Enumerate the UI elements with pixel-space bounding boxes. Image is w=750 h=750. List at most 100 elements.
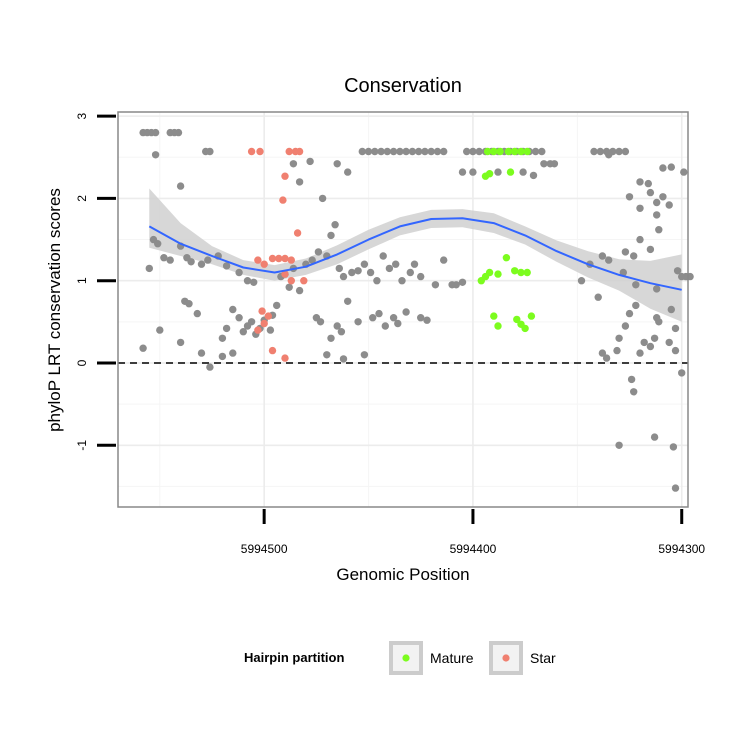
data-point-mature xyxy=(523,268,531,277)
data-point-other xyxy=(396,147,404,156)
confidence-band xyxy=(149,188,682,322)
data-point-other xyxy=(531,147,540,156)
data-point-other xyxy=(590,147,598,156)
data-point-other xyxy=(469,168,477,176)
data-point-other xyxy=(185,300,193,308)
data-point-mature xyxy=(527,312,536,320)
data-point-other xyxy=(665,201,673,209)
data-point-other xyxy=(354,267,362,275)
data-point-star xyxy=(254,326,262,334)
data-point-other xyxy=(392,260,400,268)
data-point-other xyxy=(538,147,546,156)
data-point-other xyxy=(630,252,638,260)
data-point-other xyxy=(598,349,607,357)
data-point-other xyxy=(440,147,448,156)
data-point-star xyxy=(281,354,289,362)
data-point-other xyxy=(469,147,477,156)
data-point-star xyxy=(268,254,277,263)
data-point-other xyxy=(266,326,275,334)
data-point-other xyxy=(295,178,304,186)
data-point-other xyxy=(433,147,442,156)
data-point-other xyxy=(650,334,659,342)
data-point-other xyxy=(193,309,201,318)
data-point-other xyxy=(176,338,185,347)
smooth-line xyxy=(148,217,682,291)
data-point-other xyxy=(417,272,425,281)
data-point-other xyxy=(653,198,661,207)
data-point-other xyxy=(410,260,419,268)
data-point-star xyxy=(285,147,293,156)
data-point-other xyxy=(151,151,160,159)
data-point-other xyxy=(316,318,325,326)
data-point-other xyxy=(615,334,623,342)
data-point-other xyxy=(458,278,467,286)
data-point-other xyxy=(519,168,527,176)
data-point-other xyxy=(653,285,661,293)
data-point-other xyxy=(333,322,341,330)
data-point-other xyxy=(360,260,369,268)
legend-dot-star xyxy=(502,654,510,662)
data-point-other xyxy=(602,354,611,362)
data-point-other xyxy=(154,240,162,248)
data-point-other xyxy=(235,314,243,322)
data-point-star xyxy=(260,319,268,328)
data-point-other xyxy=(659,164,667,172)
data-point-other xyxy=(636,178,644,186)
minor-gridlines xyxy=(118,112,688,507)
data-point-other xyxy=(421,147,429,156)
data-point-other xyxy=(540,160,548,168)
legend-label-mature: Mature xyxy=(430,650,474,666)
legend: Hairpin partition Mature Star xyxy=(244,641,556,675)
data-point-other xyxy=(339,272,348,281)
data-point-other xyxy=(371,147,379,156)
data-point-other xyxy=(222,262,231,270)
data-point-other xyxy=(680,168,688,176)
legend-dot-mature xyxy=(402,654,410,662)
data-point-other xyxy=(289,160,298,168)
data-point-other xyxy=(151,128,160,137)
data-point-other xyxy=(644,179,652,188)
data-point-star xyxy=(247,147,256,156)
data-point-other xyxy=(605,151,613,159)
data-point-other xyxy=(431,281,440,289)
data-point-other xyxy=(596,147,604,156)
data-point-other xyxy=(323,351,331,359)
data-point-other xyxy=(229,305,237,314)
data-point-other xyxy=(630,388,638,396)
data-point-other xyxy=(406,268,414,277)
data-point-other xyxy=(625,309,634,318)
data-point-other xyxy=(295,286,304,295)
data-point-other xyxy=(327,334,335,342)
data-point-other xyxy=(373,277,381,285)
data-point-other xyxy=(318,194,327,203)
data-point-other xyxy=(331,221,339,229)
data-point-other xyxy=(625,193,634,201)
data-point-other xyxy=(145,264,153,273)
data-point-other xyxy=(308,256,316,264)
data-point-other xyxy=(394,319,402,328)
data-point-other xyxy=(218,352,227,361)
data-point-other xyxy=(655,318,663,326)
data-point-other xyxy=(385,264,394,273)
data-point-other xyxy=(619,268,627,277)
data-point-other xyxy=(156,326,164,334)
data-point-other xyxy=(636,204,644,212)
y-tick-label: 2 xyxy=(75,195,89,202)
data-point-other xyxy=(440,256,448,264)
data-point-other xyxy=(218,334,227,342)
data-point-other xyxy=(139,344,147,352)
data-point-other xyxy=(673,267,682,275)
data-point-mature xyxy=(494,322,502,330)
data-point-mature xyxy=(490,147,498,156)
data-point-other xyxy=(402,308,410,316)
data-point-other xyxy=(176,182,185,190)
data-point-star xyxy=(258,307,266,315)
data-point-star xyxy=(287,277,295,285)
data-point-other xyxy=(463,147,471,156)
data-point-mature xyxy=(496,147,504,156)
data-point-other xyxy=(306,157,314,166)
data-point-other xyxy=(632,301,640,310)
data-point-other xyxy=(448,281,456,289)
data-point-other xyxy=(339,355,348,363)
